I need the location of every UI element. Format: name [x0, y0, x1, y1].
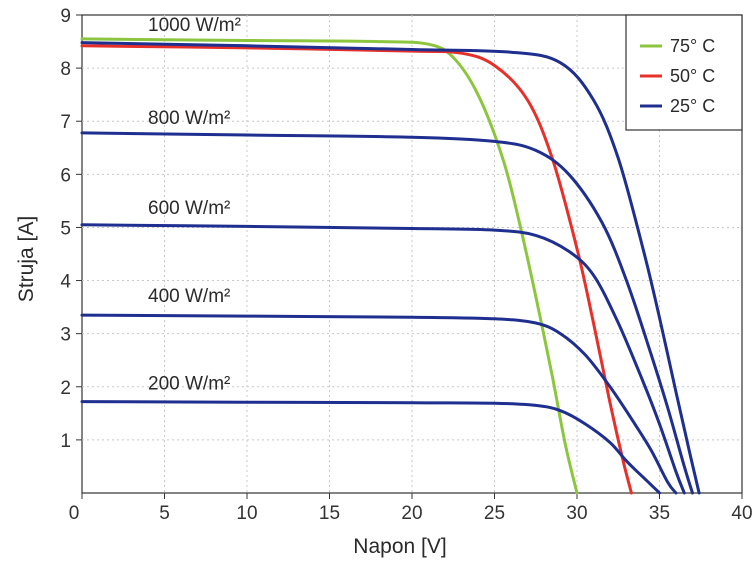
y-tick-label: 8: [60, 59, 71, 80]
curve-label: 400 W/m²: [148, 286, 230, 307]
y-tick-label: 6: [60, 165, 71, 186]
x-tick-label: 40: [731, 503, 752, 524]
y-tick-label: 9: [60, 6, 71, 27]
y-tick-label: 5: [60, 218, 71, 239]
legend-label: 25° C: [670, 96, 715, 116]
y-tick-label: 7: [60, 112, 71, 133]
series-line-75-c-1000-w-m: [80, 37, 579, 495]
y-tick-label: 4: [60, 272, 71, 293]
y-axis-title: Struja [A]: [15, 216, 38, 302]
axes: 0 5 10 15 20 25 30 35 40 1 2 3 4 5 6 7 8 9: [60, 6, 752, 524]
y-tick-label: 3: [60, 325, 71, 346]
series-line-25-c-600-w-m: [80, 223, 686, 495]
curve-label: 600 W/m²: [148, 198, 230, 219]
x-tick-label: 30: [566, 503, 587, 524]
x-tick-label: 20: [401, 503, 422, 524]
series-line-25-c-800-w-m: [80, 131, 694, 495]
legend-box: [625, 14, 743, 131]
curve-label: 200 W/m²: [148, 373, 230, 394]
series-line-25-c-1000-w-m: [80, 41, 701, 495]
curve-label: 1000 W/m²: [148, 15, 241, 36]
legend-label: 75° C: [670, 36, 715, 56]
y-tick-label: 2: [60, 378, 71, 399]
curve-labels: 1000 W/m² 800 W/m² 600 W/m² 400 W/m² 200 W/m…: [148, 15, 241, 394]
series-line-25-c-400-w-m: [80, 313, 678, 495]
curve-label: 800 W/m²: [148, 108, 230, 129]
series-lines: [80, 37, 701, 495]
legend-label: 50° C: [670, 66, 715, 86]
legend: 75° C 50° C 25° C: [625, 14, 743, 131]
series-line-25-c-200-w-m: [80, 400, 661, 495]
x-tick-label: 0: [69, 503, 80, 524]
y-tick-label: 1: [60, 431, 71, 452]
x-tick-label: 5: [159, 503, 170, 524]
x-tick-label: 25: [484, 503, 505, 524]
x-tick-label: 35: [649, 503, 670, 524]
x-axis-title: Napon [V]: [353, 535, 446, 558]
series-line-50-c-1000-w-m: [80, 44, 633, 495]
x-tick-label: 15: [319, 503, 340, 524]
x-tick-label: 10: [236, 503, 257, 524]
